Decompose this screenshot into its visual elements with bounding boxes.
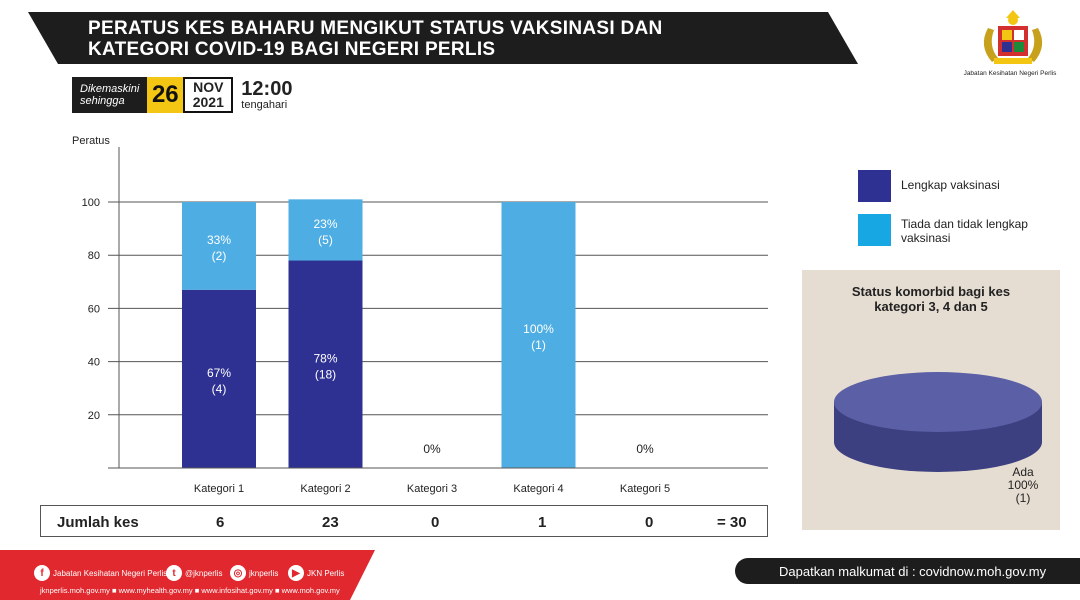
calendar-month: NOV	[193, 79, 224, 95]
legend-label-incomplete: Tiada dan tidak lengkap vaksinasi	[901, 214, 1028, 245]
facebook-icon: f	[34, 565, 50, 581]
comorbid-pie-chart	[834, 372, 1042, 472]
updated-time: 12:00 tengahari	[241, 79, 292, 111]
social-instagram[interactable]: ◎ jknperlis	[230, 565, 278, 581]
comorbid-panel: Status komorbid bagi kes kategori 3, 4 d…	[802, 270, 1060, 530]
comorbid-title-line-2: kategori 3, 4 dan 5	[874, 299, 988, 314]
total-kategori-1: 6	[216, 514, 225, 531]
page-title: PERATUS KES BAHARU MENGIKUT STATUS VAKSI…	[88, 18, 663, 60]
total-kategori-5: 0	[645, 514, 654, 531]
bar-percent-label: 67%	[207, 366, 231, 380]
social-twitter-label: @jknperlis	[185, 568, 223, 578]
bar-count-label: (5)	[318, 233, 333, 247]
updated-time-value: 12:00	[241, 78, 293, 100]
totals-label: Jumlah kes	[57, 514, 139, 531]
social-youtube-label: JKN Perlis	[307, 568, 345, 578]
bar-incomplete-1	[182, 202, 256, 290]
social-facebook[interactable]: f Jabatan Kesihatan Negeri Perlis	[34, 565, 167, 581]
logo-label: Jabatan Kesihatan Negeri Perlis	[963, 70, 1057, 77]
bar-percent-label: 100%	[523, 322, 554, 336]
y-tick-label: 60	[88, 303, 100, 315]
y-tick-label: 20	[88, 410, 100, 422]
total-kategori-2: 23	[322, 514, 339, 531]
zero-label: 0%	[423, 442, 441, 456]
updated-badge: Dikemaskini sehingga 26 NOV 2021 12:00 t…	[72, 74, 292, 116]
instagram-icon: ◎	[230, 565, 246, 581]
y-tick-label: 40	[88, 357, 100, 369]
footer-links[interactable]: jknperlis.moh.gov.my ■ www.myhealth.gov.…	[40, 586, 340, 595]
bar-percent-label: 23%	[313, 217, 337, 231]
legend-label-incomplete-line-1: Tiada dan tidak lengkap	[901, 217, 1028, 231]
legend-label-complete: Lengkap vaksinasi	[901, 178, 1000, 192]
x-tick-label: Kategori 5	[620, 483, 670, 495]
bar-complete-1	[182, 289, 256, 468]
social-facebook-label: Jabatan Kesihatan Negeri Perlis	[53, 568, 168, 578]
total-kategori-3: 0	[431, 514, 440, 531]
bar-count-label: (1)	[531, 338, 546, 352]
zero-label: 0%	[636, 442, 654, 456]
legend-swatch-complete	[858, 170, 891, 202]
title-line-2: KATEGORI COVID-19 BAGI NEGERI PERLIS	[88, 39, 496, 60]
crest-logo	[983, 10, 1043, 64]
footer-banner	[0, 550, 375, 600]
updated-label-line-2: sehingga	[80, 95, 125, 107]
pie-label-count: (1)	[1015, 491, 1031, 505]
comorbid-title-line-1: Status komorbid bagi kes	[851, 284, 1011, 299]
bar-incomplete-4	[501, 202, 576, 468]
calendar-day: 26	[147, 77, 184, 113]
updated-time-period: tengahari	[241, 99, 288, 111]
pie-label-category: Ada	[1012, 465, 1034, 479]
title-bar: PERATUS KES BAHARU MENGIKUT STATUS VAKSI…	[28, 12, 858, 64]
x-tick-label: Kategori 1	[194, 483, 244, 495]
y-axis-label: Peratus	[72, 135, 110, 147]
pie-label-percent: 100%	[1007, 478, 1039, 492]
legend-item-incomplete: Tiada dan tidak lengkap vaksinasi	[858, 214, 1058, 246]
bar-count-label: (18)	[315, 367, 336, 381]
bar-count-label: (2)	[212, 249, 227, 263]
legend-label-incomplete-line-2: vaksinasi	[901, 231, 951, 245]
social-youtube[interactable]: ▶ JKN Perlis	[288, 565, 344, 581]
legend-swatch-incomplete	[858, 214, 891, 246]
footer-info-link[interactable]: Dapatkan malkumat di : covidnow.moh.gov.…	[735, 558, 1080, 584]
x-tick-label: Kategori 2	[300, 483, 350, 495]
social-instagram-label: jknperlis	[249, 568, 279, 578]
legend: Lengkap vaksinasi Tiada dan tidak lengka…	[858, 170, 1058, 258]
twitter-icon: t	[166, 565, 182, 581]
social-twitter[interactable]: t @jknperlis	[166, 565, 222, 581]
legend-item-complete: Lengkap vaksinasi	[858, 170, 1058, 202]
x-tick-label: Kategori 4	[513, 483, 563, 495]
calendar-year: 2021	[192, 94, 224, 110]
total-sum: = 30	[717, 514, 747, 531]
bar-complete-2	[288, 260, 363, 468]
youtube-icon: ▶	[288, 565, 304, 581]
bar-percent-label: 33%	[207, 233, 231, 247]
pie-label: Ada 100% (1)	[998, 466, 1048, 505]
x-tick-label: Kategori 3	[407, 483, 457, 495]
bar-count-label: (4)	[212, 382, 227, 396]
calendar-month-year: NOV 2021	[183, 77, 234, 113]
updated-label-line-1: Dikemaskini	[80, 83, 140, 95]
total-kategori-4: 1	[538, 514, 547, 531]
bar-chart: 20 40 60 80 100 Peratus 67% (4) 33% (2) Kategori 1…	[72, 135, 768, 495]
comorbid-title: Status komorbid bagi kes kategori 3, 4 d…	[802, 284, 1060, 314]
y-tick-label: 80	[88, 250, 100, 262]
bar-incomplete-2	[288, 199, 363, 261]
totals-row: Jumlah kes 6 23 0 1 0 = 30	[40, 505, 768, 537]
bar-percent-label: 78%	[313, 351, 337, 365]
pie-slice-ada	[834, 372, 1042, 432]
updated-label: Dikemaskini sehingga	[72, 77, 148, 113]
y-tick-label: 100	[82, 197, 100, 209]
title-banner-shape	[28, 12, 858, 64]
title-line-1: PERATUS KES BAHARU MENGIKUT STATUS VAKSI…	[88, 18, 663, 39]
